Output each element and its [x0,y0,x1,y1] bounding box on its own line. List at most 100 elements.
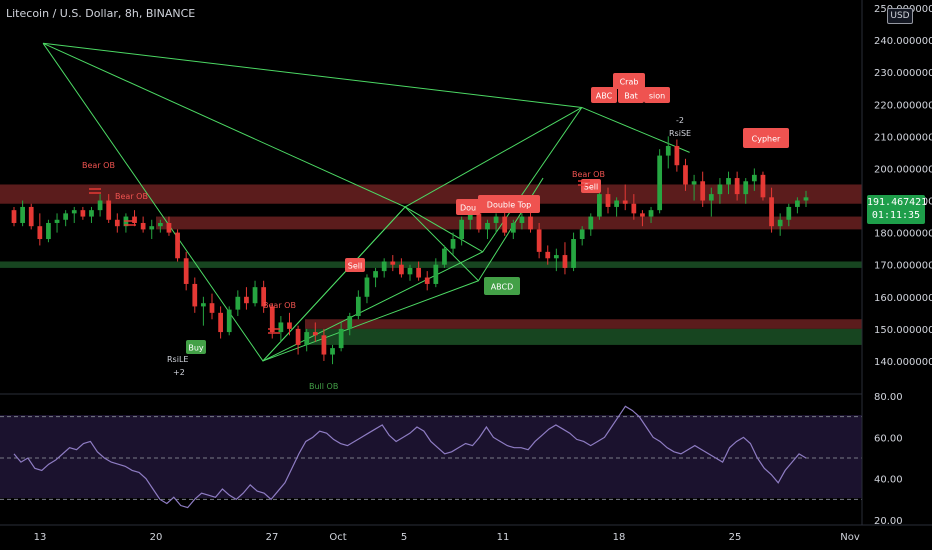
time-tick-label: 11 [497,532,510,543]
pattern-lines [42,42,690,362]
signal-badge-text: Dou [460,204,476,213]
time-tick-label: Nov [840,532,860,543]
candle-body [364,277,370,297]
rsi-tick-label: 40.00 [874,475,903,486]
candle-body [450,239,456,249]
resistance-zone [0,184,862,204]
candle-body [63,213,69,220]
candle-body [183,258,189,284]
price-tick-label: 200.000000 [874,164,932,175]
red-signal-badge [478,195,540,213]
candle-body [373,271,378,278]
candle-body [485,222,490,230]
candle-body [114,219,120,227]
resistance-zone [156,216,862,230]
candle-body [244,296,249,304]
price-tick-label: 230.000000 [874,68,932,79]
price-axis: 250.000000240.000000230.000000220.000000… [861,0,932,525]
annotation-label: Bear OB [115,192,148,201]
candle-body [355,296,361,317]
time-tick-label: 20 [150,532,163,543]
xabcd-zigzag [42,43,690,362]
candle-body [605,194,611,207]
green-signal-badge [484,277,520,295]
candle-body [11,210,17,223]
abcd-zigzag [262,177,544,362]
candle-body [553,255,559,259]
xabcd-xb-line [42,42,406,208]
candle-body [252,287,258,304]
candle-body [71,210,77,214]
annotation-label: Bull OB [309,382,338,391]
candle-body [614,200,619,207]
candle-body [218,312,223,333]
candle-body [545,251,551,259]
annotation-label: Bear OB [263,301,296,310]
candle-body [175,232,180,259]
red-signal-badge [456,199,480,215]
xabcd-xd-line [43,42,582,108]
red-signal-badge [613,73,645,89]
abcd-ac-line [262,280,479,362]
price-tick-label: 210.000000 [874,132,932,143]
candle-body [226,309,232,333]
candles [11,136,809,365]
price-tick-label: 180.000000 [874,229,932,240]
symbol-title: Litecoin / U.S. Dollar, 8h, BINANCE [6,7,196,20]
red-signal-badge [618,87,644,103]
candle-body [459,219,465,240]
candle-body [502,216,508,233]
signal-badge-text: Crab [620,78,639,87]
annotation-label: Bear OB [572,170,605,179]
price-tick-label: 220.000000 [874,100,932,111]
bar-countdown: 01:11:35 [871,210,921,221]
candle-body [424,277,430,284]
candle-body [803,197,809,201]
candle-body [665,145,671,156]
candle-body [192,283,198,307]
candle-body [562,255,568,268]
candle-body [640,213,645,217]
signal-badge-text: sion [649,92,665,101]
candle-body [201,303,206,307]
candle-body [476,213,482,230]
candle-body [28,206,34,227]
candle-body [536,229,542,252]
candle-body [510,222,516,233]
candle-body [149,226,155,230]
candle-body [278,322,284,333]
candle-body [433,264,439,284]
candle-body [399,264,404,275]
green-signal-badge [186,340,206,354]
red-signal-badge [345,258,365,272]
candle-body [760,174,766,198]
candle-body [416,267,421,278]
candle-body [37,226,43,240]
candle-body [769,197,774,227]
rsi-tick-label: 20.00 [874,516,903,527]
price-tick-label: 150.000000 [874,325,932,336]
rsi-tick-label: 80.00 [874,392,903,403]
time-tick-label: 5 [401,532,407,543]
annotation-label: Bear OB [82,161,115,170]
time-tick-label: 25 [729,532,742,543]
xabcd-bd-line [404,107,583,208]
candle-body [674,145,680,166]
red-signal-badge [743,128,789,148]
candle-body [89,210,94,217]
annotation-label: RsiLE [167,355,188,364]
candle-body [743,181,749,195]
candle-body [166,222,172,233]
signal-badge-text: ABC [596,92,613,101]
annotation-label: -2 [676,116,684,125]
candle-body [80,210,86,217]
rsi-axis: 80.00 60.00 40.00 20.00 [874,392,903,527]
candle-body [287,322,292,329]
rsi-guides [0,416,862,500]
candle-body [321,335,327,355]
candle-body [295,328,301,345]
candle-body [683,165,688,185]
support-zone [0,261,862,268]
currency-badge[interactable]: USD [887,8,913,24]
